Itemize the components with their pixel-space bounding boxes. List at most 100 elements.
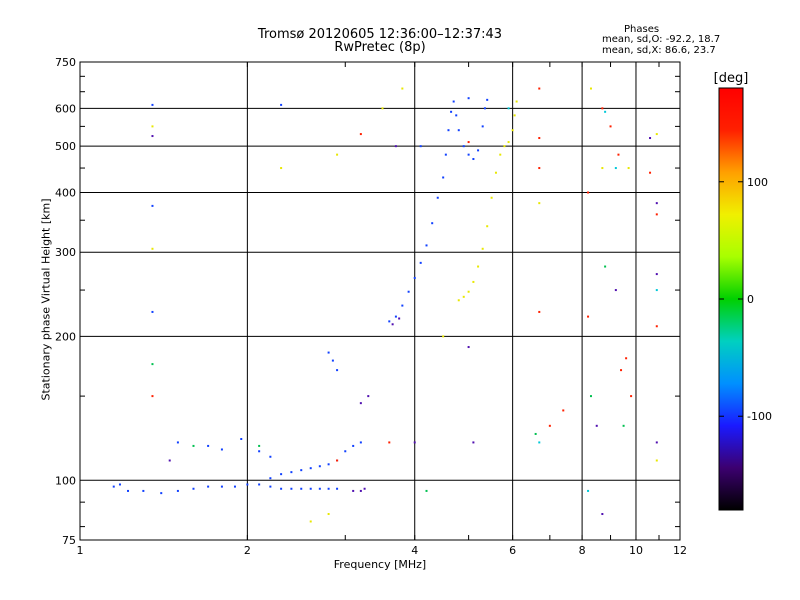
data-point <box>538 87 541 90</box>
x-tick-label: 4 <box>411 544 418 557</box>
data-point <box>507 141 510 144</box>
data-point <box>160 492 163 495</box>
data-point <box>391 323 394 326</box>
grid-lines <box>80 62 680 540</box>
data-point <box>336 369 339 372</box>
data-point <box>467 153 470 156</box>
data-point <box>394 315 397 318</box>
data-point <box>336 153 339 156</box>
data-point <box>587 489 590 492</box>
data-point <box>442 335 445 338</box>
data-point <box>246 483 249 486</box>
y-tick-label: 400 <box>55 186 76 199</box>
data-point <box>614 167 617 170</box>
data-point <box>419 145 422 148</box>
data-point <box>655 325 658 328</box>
colorbar-label: [deg] <box>714 71 749 86</box>
data-point <box>118 483 121 486</box>
chart-title: Tromsø 20120605 12:36:00–12:37:43 <box>257 27 503 42</box>
data-point <box>467 97 470 100</box>
data-point <box>258 444 261 447</box>
data-point <box>300 469 303 472</box>
data-point <box>649 137 652 140</box>
data-point <box>655 289 658 292</box>
data-point <box>538 137 541 140</box>
data-point <box>401 304 404 307</box>
data-point <box>587 191 590 194</box>
data-point <box>142 489 145 492</box>
data-point <box>207 444 210 447</box>
data-point <box>457 299 460 302</box>
data-point <box>655 459 658 462</box>
data-point <box>388 441 391 444</box>
data-point <box>499 153 502 156</box>
x-axis-label: Frequency [MHz] <box>334 558 426 571</box>
data-point <box>538 310 541 313</box>
data-point <box>450 110 453 113</box>
data-point <box>649 171 652 174</box>
data-point <box>280 473 283 476</box>
data-point <box>151 125 154 128</box>
data-point <box>477 149 480 152</box>
data-point <box>269 477 272 480</box>
data-point <box>151 395 154 398</box>
colorbar-tick-label: 0 <box>747 293 754 306</box>
data-point <box>327 351 330 354</box>
data-point <box>168 459 171 462</box>
data-point <box>352 489 355 492</box>
data-point <box>192 444 195 447</box>
data-point <box>318 465 321 468</box>
data-point <box>655 202 658 205</box>
data-point <box>309 520 312 523</box>
data-point <box>176 441 179 444</box>
x-tick-label: 8 <box>579 544 586 557</box>
data-point <box>318 487 321 490</box>
chart-subtitle: RwPretec (8p) <box>334 40 426 55</box>
data-point <box>622 424 625 427</box>
data-point <box>513 114 516 117</box>
data-point <box>407 290 410 293</box>
data-point <box>589 395 592 398</box>
data-point <box>401 87 404 90</box>
data-point <box>562 409 565 412</box>
data-point <box>614 289 617 292</box>
data-point <box>507 107 510 110</box>
data-point <box>436 196 439 199</box>
data-point <box>472 441 475 444</box>
data-point <box>467 290 470 293</box>
phases-x-stats: mean, sd,X: 86.6, 23.7 <box>602 45 716 56</box>
data-point <box>112 485 115 488</box>
x-tick-label: 2 <box>244 544 251 557</box>
data-point <box>431 222 434 225</box>
data-point <box>538 441 541 444</box>
data-point <box>625 357 628 360</box>
data-point <box>538 167 541 170</box>
data-point <box>363 487 366 490</box>
data-point <box>151 247 154 250</box>
data-point <box>367 395 370 398</box>
data-point <box>490 196 493 199</box>
x-tick-label: 12 <box>673 544 687 557</box>
data-point <box>483 107 486 110</box>
data-point <box>192 487 195 490</box>
data-point <box>381 107 384 110</box>
data-point <box>452 100 455 103</box>
data-point <box>595 424 598 427</box>
data-point <box>425 244 428 247</box>
data-point <box>601 167 604 170</box>
data-point <box>589 87 592 90</box>
x-tick-label: 6 <box>509 544 516 557</box>
data-point <box>457 129 460 132</box>
plot-frame <box>79 61 681 541</box>
y-tick-label: 75 <box>62 534 76 547</box>
data-point <box>601 513 604 516</box>
data-point <box>503 145 506 148</box>
data-point <box>442 176 445 179</box>
data-point <box>269 455 272 458</box>
x-tick-label: 10 <box>629 544 643 557</box>
data-point <box>601 107 604 110</box>
data-point <box>359 441 362 444</box>
data-point <box>258 483 261 486</box>
data-point <box>413 441 416 444</box>
